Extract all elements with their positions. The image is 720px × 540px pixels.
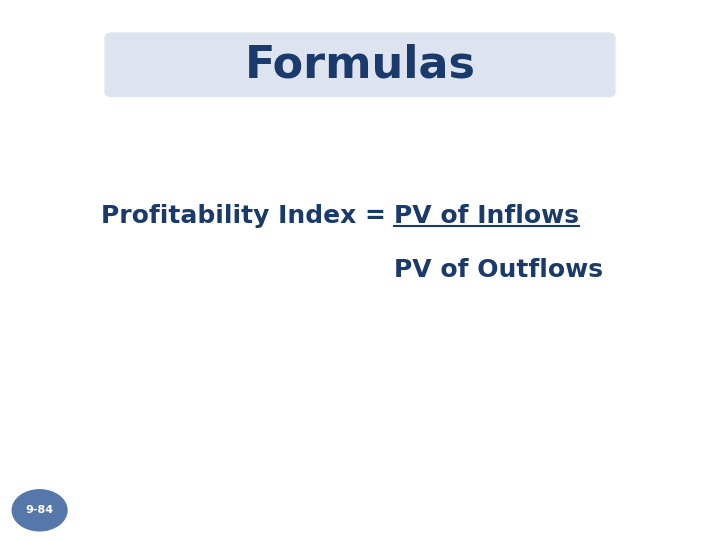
Text: Formulas: Formulas (245, 43, 475, 86)
Text: Profitability Index =: Profitability Index = (101, 204, 395, 228)
Text: 9-84: 9-84 (25, 505, 54, 515)
Circle shape (12, 490, 67, 531)
Text: PV of Inflows: PV of Inflows (395, 204, 580, 228)
Text: PV of Outflows: PV of Outflows (395, 258, 603, 282)
FancyBboxPatch shape (104, 32, 616, 97)
